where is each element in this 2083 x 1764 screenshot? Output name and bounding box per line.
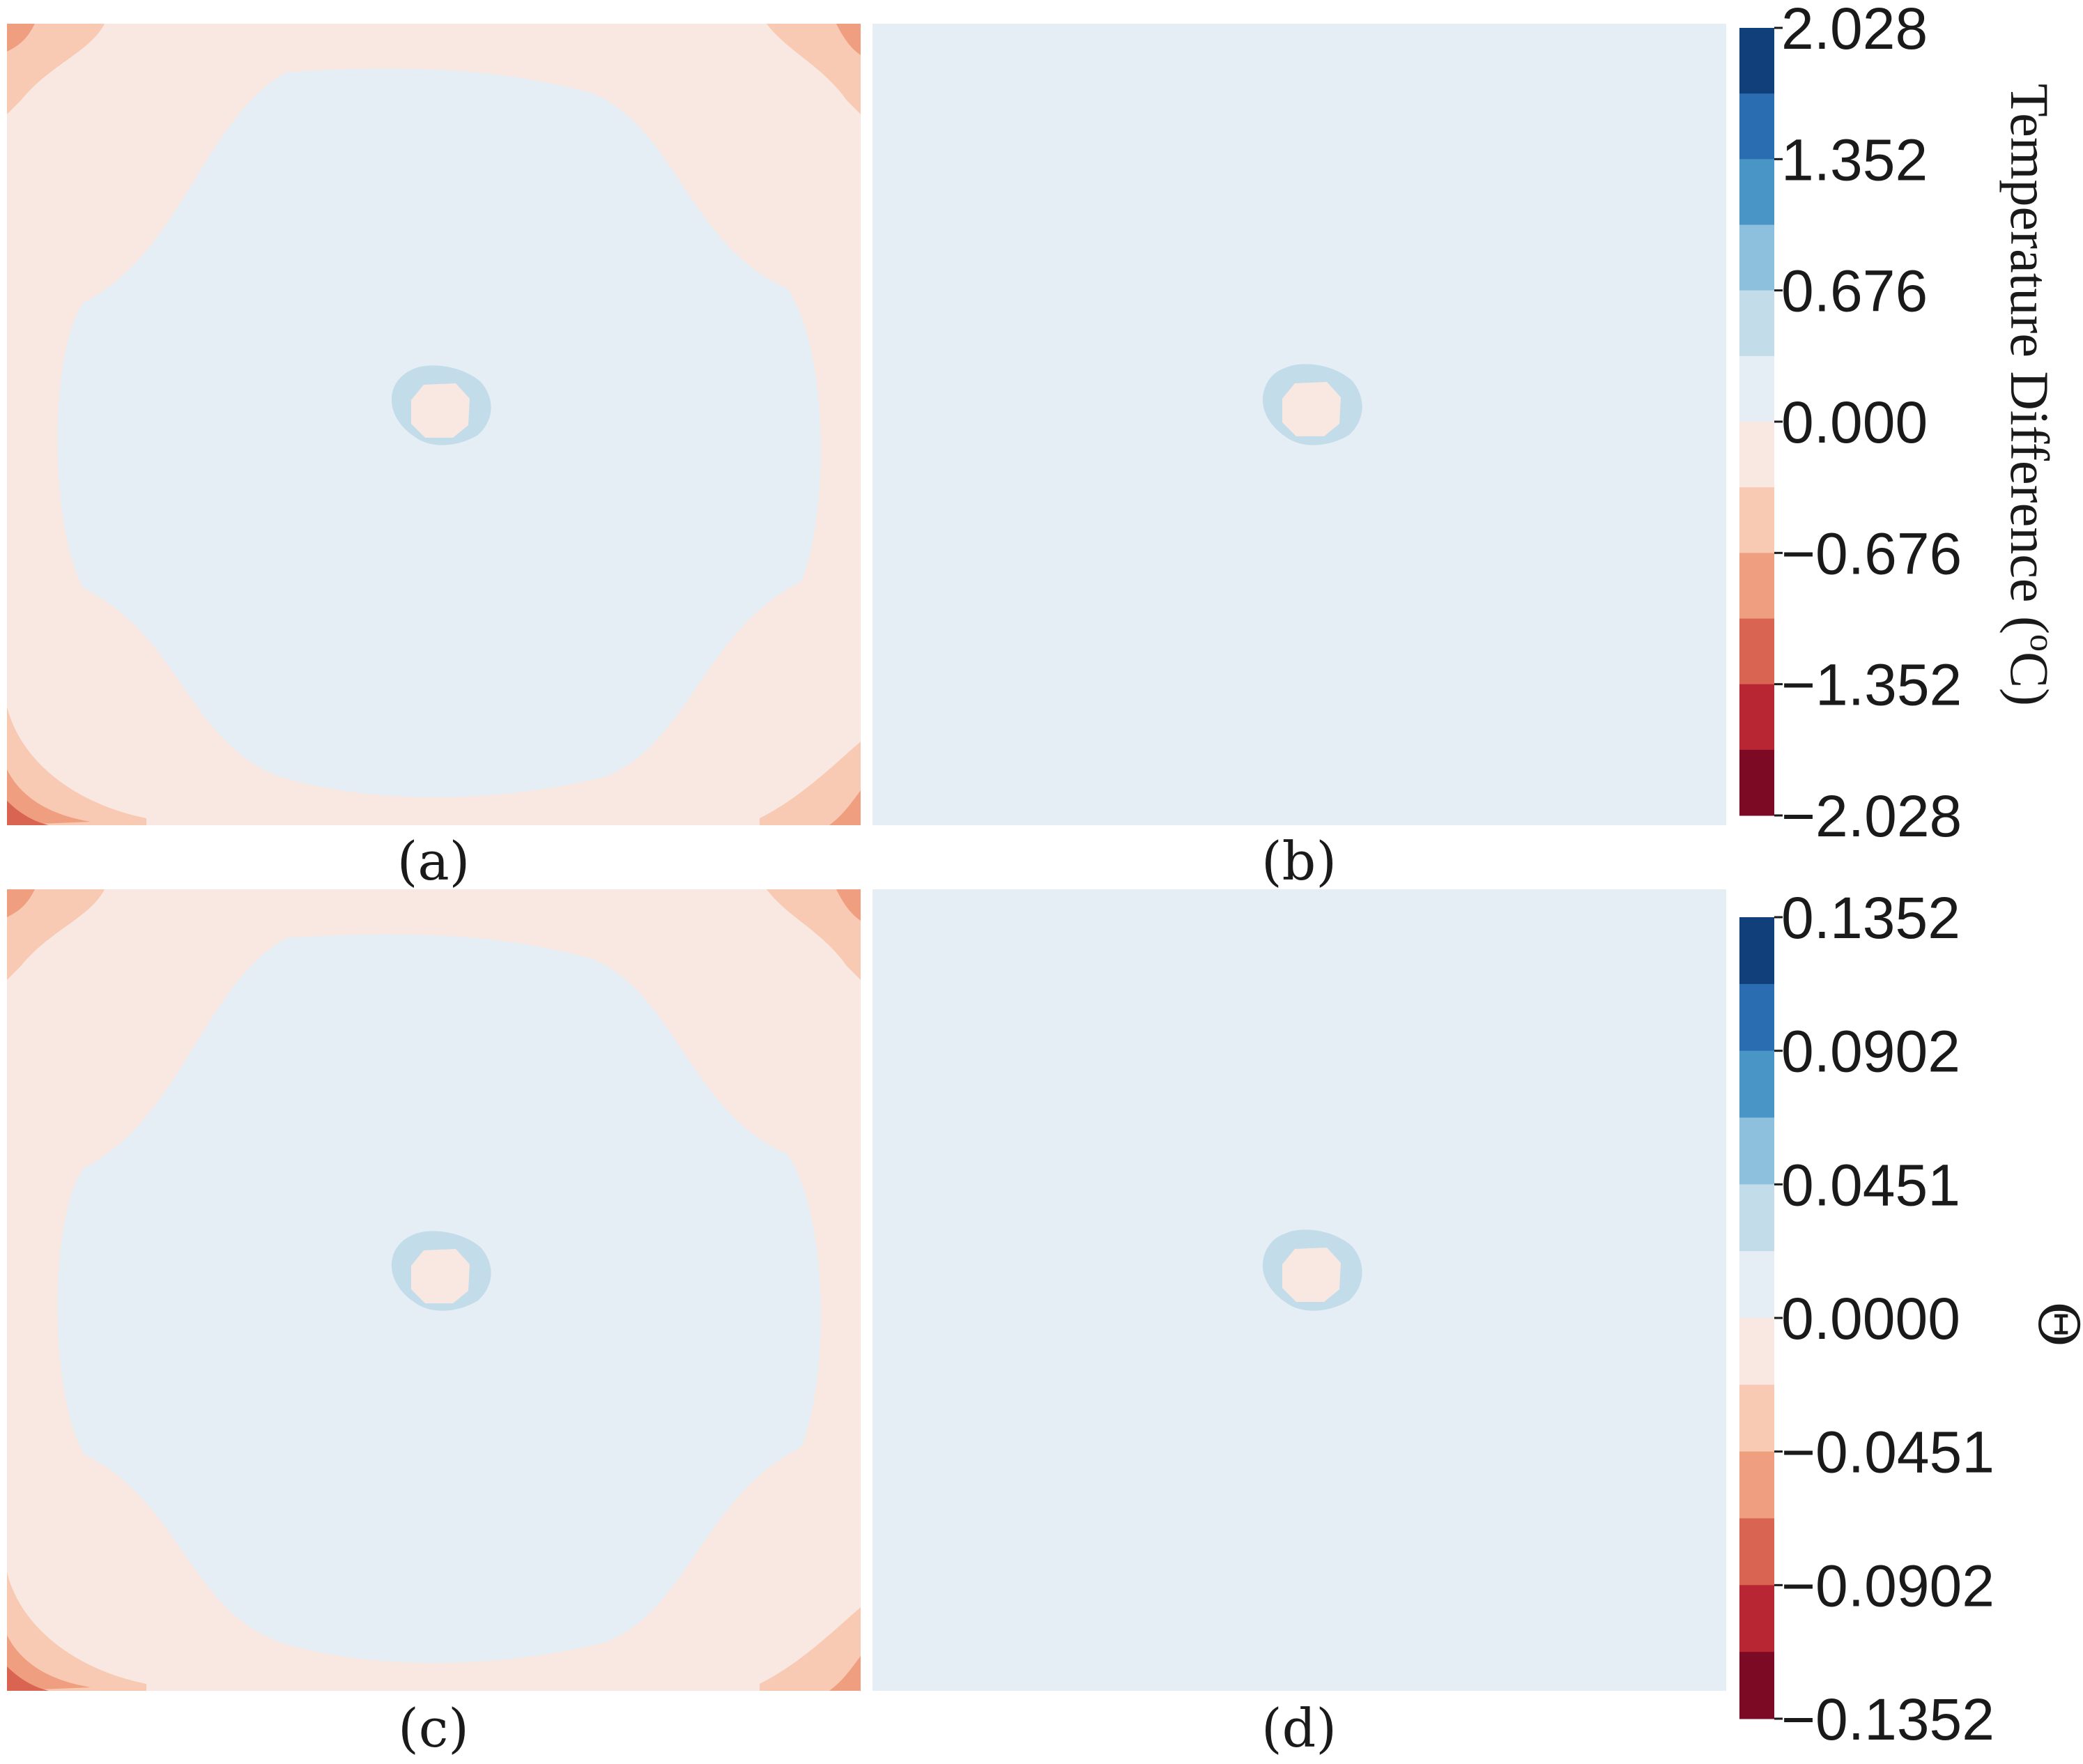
- panel-a-corner-br: [760, 742, 861, 825]
- colorbar-top-level-8: [1739, 553, 1774, 619]
- colorbar-theta: [1739, 917, 1774, 1719]
- colorbar-bottom-tick-label: 0.0000: [1781, 1286, 1960, 1351]
- panel-d-center: [1282, 1248, 1341, 1302]
- colorbar-bottom-level-3: [1739, 1117, 1774, 1185]
- colorbar-bottom-level-11: [1739, 1652, 1774, 1719]
- colorbar-temperature-ticks: 2.028 1.352 0.676 0.000 −0.676 −1.352 −2.028: [1774, 0, 1962, 849]
- colorbar-theta-ticks: 0.1352 0.0902 0.0451 0.0000 −0.0451 −0.0902 −0…: [1774, 885, 1994, 1752]
- colorbar-top-level-9: [1739, 618, 1774, 685]
- colorbar-top-tick-label: −2.028: [1781, 783, 1962, 849]
- degree-sup: o: [2023, 634, 2062, 652]
- panel-c: [7, 889, 861, 1691]
- colorbar-top-level-6: [1739, 422, 1774, 488]
- colorbar-bottom-tick-label: −0.0902: [1781, 1553, 1994, 1618]
- colorbar-top-level-7: [1739, 487, 1774, 553]
- panel-b: [873, 24, 1726, 825]
- colorbar-top-level-4: [1739, 290, 1774, 357]
- colorbar-top-level-2: [1739, 159, 1774, 225]
- panel-c-corner-bl: [7, 1572, 146, 1691]
- panel-c-corner-tl: [7, 889, 105, 980]
- colorbar-top-tick-label: 0.676: [1781, 259, 1928, 324]
- colorbar-bottom-level-0: [1739, 917, 1774, 985]
- panel-a-corner-tl: [7, 24, 105, 114]
- colorbar-bottom-level-5: [1739, 1251, 1774, 1319]
- colorbar-top-tick-label: −1.352: [1781, 652, 1962, 718]
- panel-a-center: [411, 383, 470, 438]
- colorbar-bottom-tick-label: −0.0451: [1781, 1420, 1994, 1485]
- panel-a: [7, 24, 861, 825]
- panel-d: [873, 889, 1726, 1691]
- colorbar-top-tick-label: 2.028: [1781, 0, 1928, 61]
- colorbar-top-level-11: [1739, 749, 1774, 816]
- panel-a-corner-tr: [767, 24, 861, 114]
- colorbar-top-level-10: [1739, 684, 1774, 751]
- colorbar-temperature-title: Temperature Difference (oC): [1999, 84, 2062, 706]
- colorbar-bottom-tick-label: 0.0902: [1781, 1019, 1960, 1084]
- colorbar-bottom-level-1: [1739, 983, 1774, 1052]
- colorbar-bottom-level-6: [1739, 1318, 1774, 1386]
- colorbar-top-level-3: [1739, 224, 1774, 291]
- panel-c-corner-br: [760, 1607, 861, 1691]
- colorbar-bottom-level-9: [1739, 1518, 1774, 1586]
- colorbar-bottom-level-10: [1739, 1585, 1774, 1652]
- colorbar-top-tick-label: 0.000: [1781, 390, 1928, 455]
- panel-a-corner-bl: [7, 707, 146, 825]
- colorbar-top-level-5: [1739, 355, 1774, 422]
- panel-c-center: [411, 1249, 470, 1303]
- panel-label-c: (c): [398, 1697, 469, 1759]
- colorbar-bottom-level-2: [1739, 1050, 1774, 1118]
- panel-c-corner-tr: [767, 889, 861, 980]
- panel-b-center: [1282, 382, 1341, 436]
- panel-label-a: (a): [397, 830, 470, 892]
- colorbar-bottom-tick-label: 0.1352: [1781, 885, 1960, 951]
- colorbar-bottom-level-4: [1739, 1184, 1774, 1252]
- colorbar-bottom-level-8: [1739, 1451, 1774, 1519]
- colorbar-top-tick-label: −0.676: [1781, 521, 1962, 586]
- colorbar-top-tick-label: 1.352: [1781, 127, 1928, 192]
- colorbar-top-level-0: [1739, 28, 1774, 94]
- colorbar-top-level-1: [1739, 93, 1774, 160]
- colorbar-theta-title: Θ: [2026, 1301, 2083, 1347]
- colorbar-temperature: [1739, 28, 1774, 816]
- colorbar-bottom-tick-label: 0.0451: [1781, 1152, 1960, 1218]
- panel-label-b: (b): [1261, 830, 1337, 892]
- panel-label-d: (d): [1261, 1697, 1337, 1759]
- colorbar-bottom-tick-label: −0.1352: [1781, 1687, 1994, 1752]
- colorbar-bottom-level-7: [1739, 1384, 1774, 1452]
